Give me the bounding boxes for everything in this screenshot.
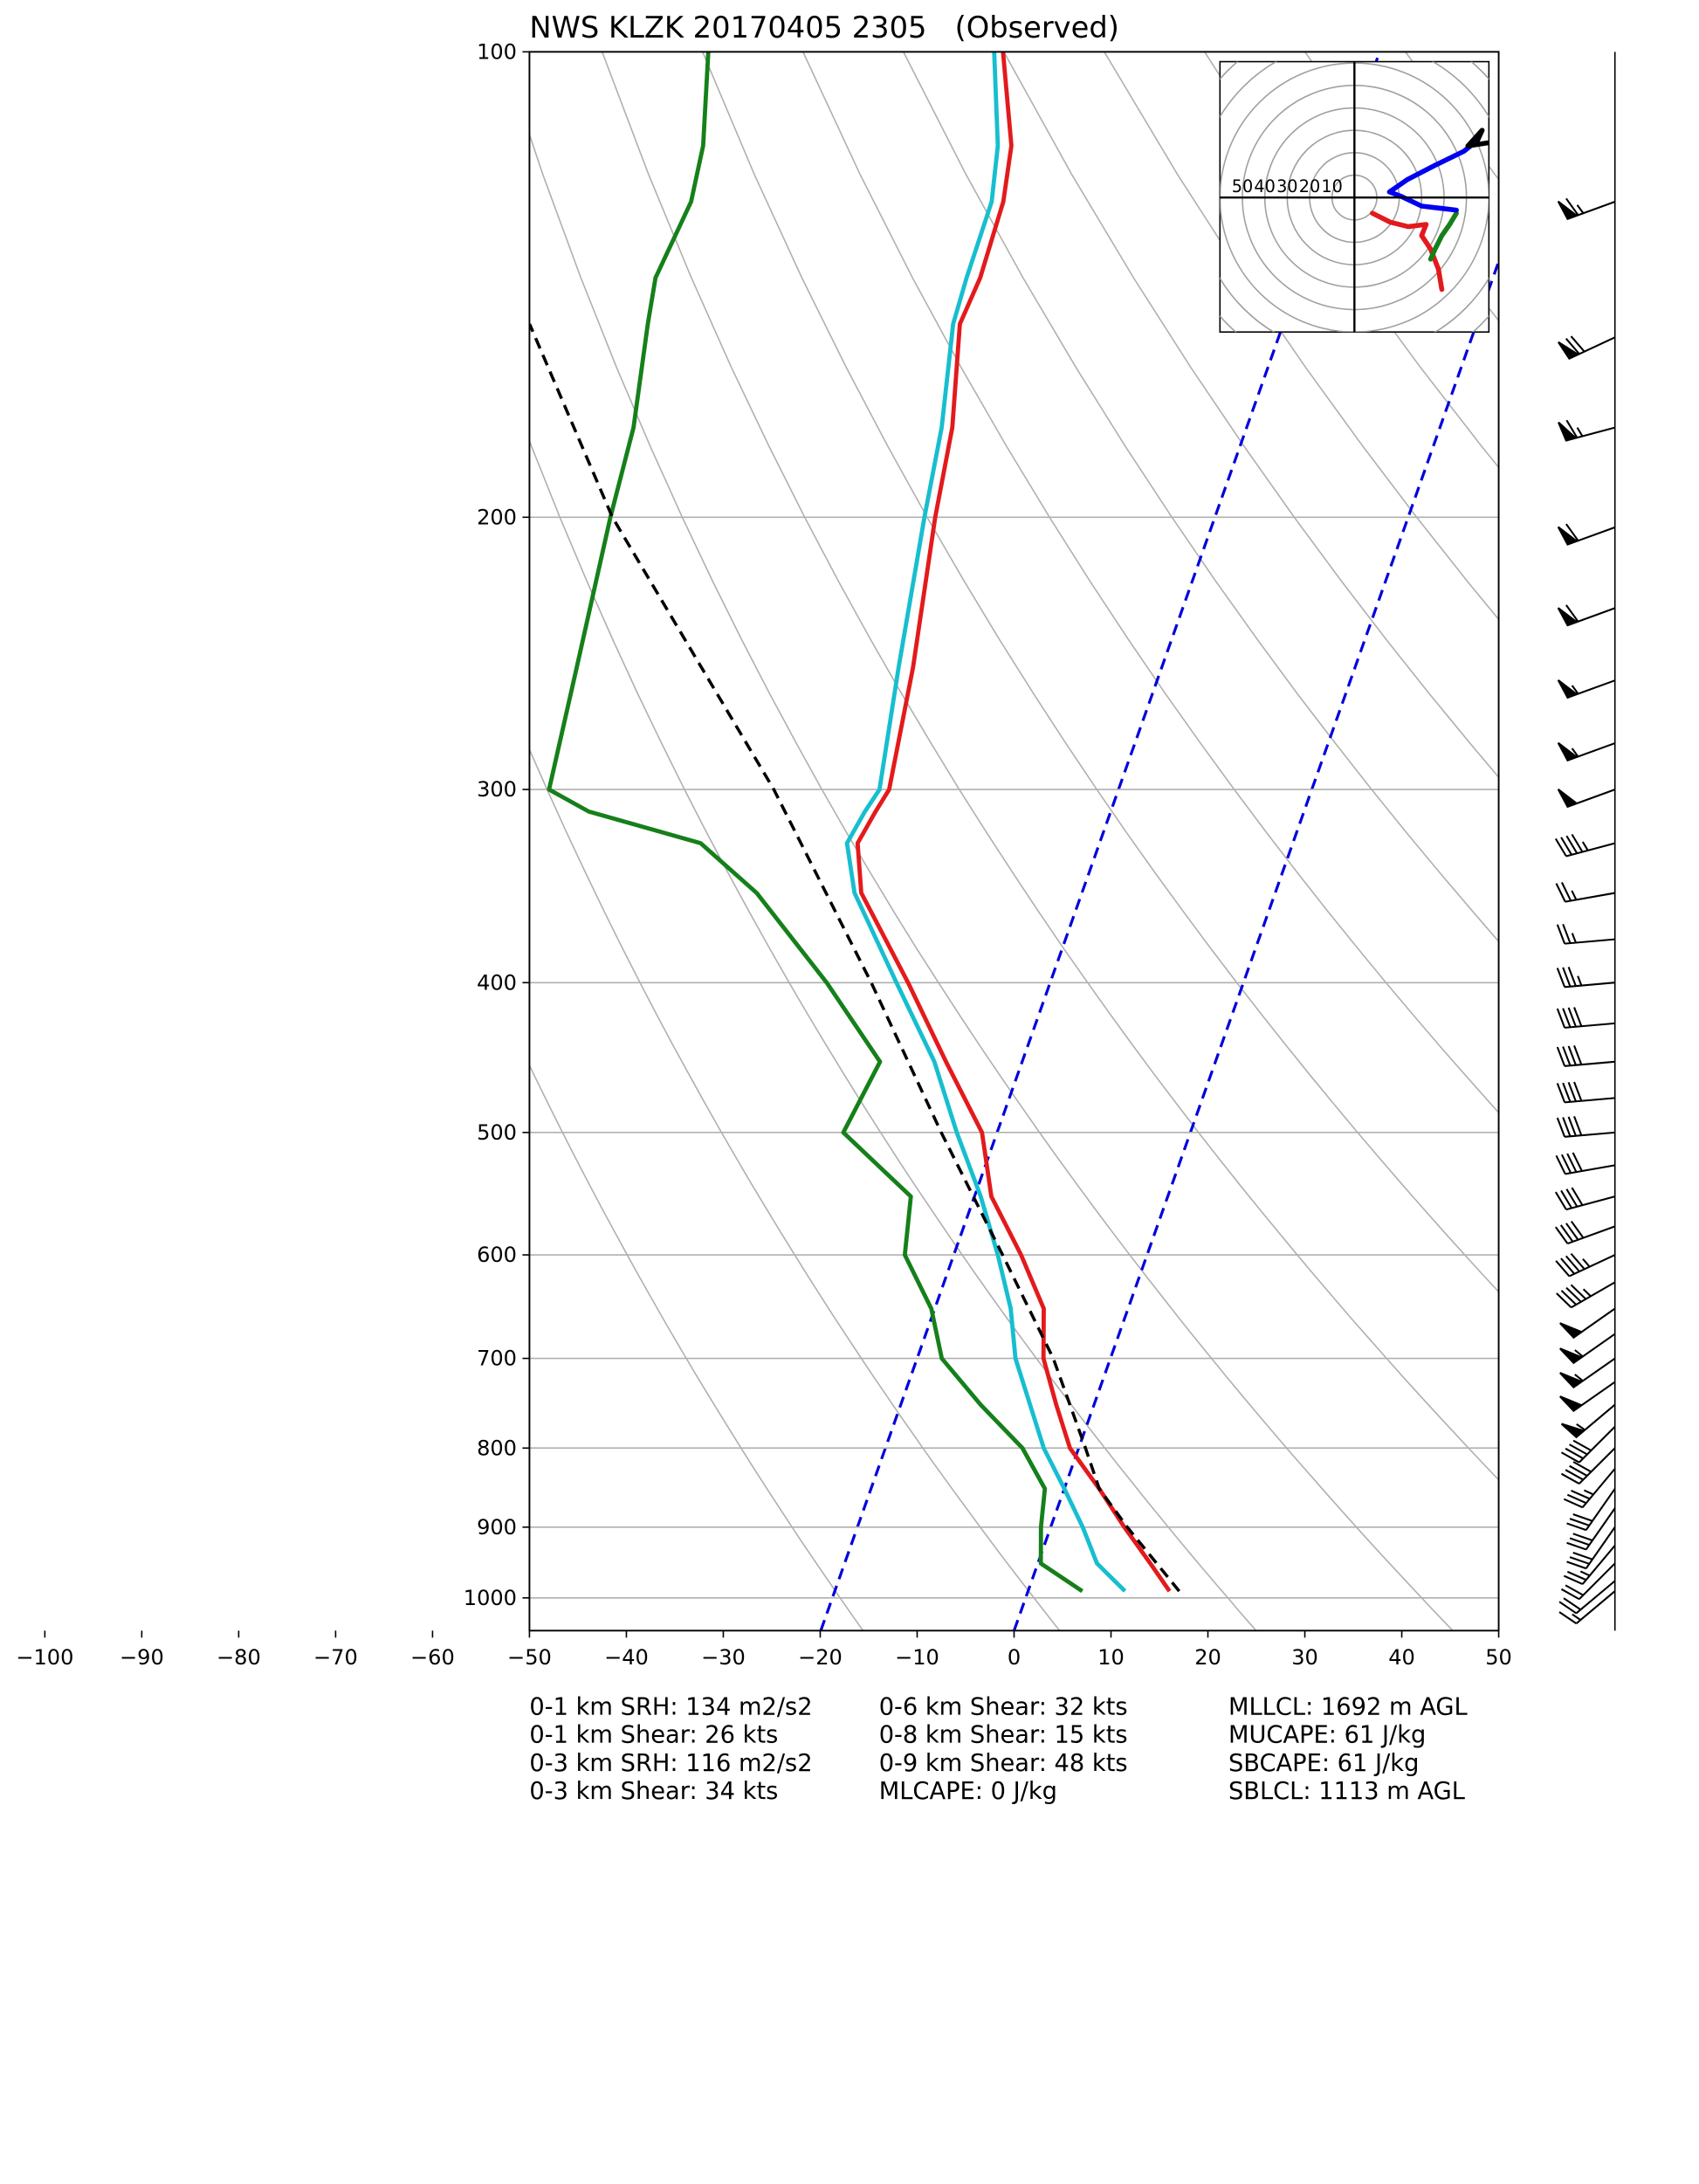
- wind-barb: [1556, 1007, 1615, 1029]
- stat-text: 0-3 km Shear: 34 kts: [529, 1778, 778, 1805]
- x-tick-label: −90: [120, 1645, 164, 1670]
- y-tick-label: 800: [477, 1436, 517, 1460]
- wind-barb: [1557, 741, 1616, 762]
- wind-barb: [1554, 1187, 1615, 1211]
- stat-text: 0-1 km Shear: 26 kts: [529, 1722, 778, 1749]
- stat-text: SBCAPE: 61 J/kg: [1228, 1750, 1419, 1777]
- wind-barb: [1557, 788, 1616, 809]
- profile-line: [844, 52, 1127, 1593]
- plot-area: [529, 52, 1499, 1631]
- y-tick-label: 900: [477, 1515, 517, 1540]
- x-tick-label: −20: [798, 1645, 843, 1670]
- stat-text: 0-8 km Shear: 15 kts: [879, 1722, 1128, 1749]
- wind-barb: [1556, 1045, 1615, 1067]
- wind-barb: [1559, 1307, 1616, 1340]
- wind-barb: [1566, 1526, 1616, 1570]
- dry-adiabat: [701, 52, 1499, 1293]
- hodograph-line: [1386, 137, 1481, 213]
- wind-barb: [1557, 197, 1616, 221]
- hodograph-line: [1370, 210, 1445, 293]
- wind-barb: [1559, 1333, 1616, 1365]
- dry-adiabat: [1003, 52, 1499, 779]
- chart-title: NWS KLZK 20170405 2305 (Observed): [529, 10, 1118, 45]
- x-tick-label: 0: [1008, 1645, 1021, 1670]
- x-tick-label: 20: [1194, 1645, 1221, 1670]
- dry-adiabat: [601, 52, 1499, 1481]
- wind-barb: [1560, 1447, 1616, 1485]
- x-tick-label: −40: [604, 1645, 649, 1670]
- wind-barb: [1556, 1116, 1615, 1138]
- ring-label: 50: [1232, 176, 1254, 196]
- wind-barb: [1566, 1488, 1616, 1532]
- wind-barb: [1566, 1507, 1616, 1551]
- x-tick-label: −10: [895, 1645, 939, 1670]
- ring-label: 20: [1299, 176, 1321, 196]
- x-tick-label: −80: [217, 1645, 261, 1670]
- x-tick-label: −70: [313, 1645, 358, 1670]
- x-tick-label: −60: [410, 1645, 455, 1670]
- wind-barb: [1555, 1220, 1616, 1245]
- stat-text: MUCAPE: 61 J/kg: [1228, 1722, 1426, 1749]
- dry-adiabat: [802, 52, 1499, 1114]
- wind-barb: [1560, 1426, 1616, 1464]
- stat-text: MLLCL: 1692 m AGL: [1228, 1694, 1469, 1721]
- wind-barb: [1555, 1152, 1615, 1175]
- profile-line: [855, 52, 1172, 1593]
- wind-barb: [1556, 967, 1615, 989]
- x-tick-label: −30: [701, 1645, 746, 1670]
- wind-barb: [1557, 679, 1616, 699]
- x-tick-label: 30: [1291, 1645, 1318, 1670]
- wind-barb: [1559, 1357, 1616, 1389]
- profile-line: [547, 52, 1083, 1594]
- y-tick-label: 700: [477, 1347, 517, 1371]
- wind-barb: [1563, 1468, 1616, 1509]
- profile-line: [529, 323, 1181, 1593]
- y-tick-label: 600: [477, 1243, 517, 1267]
- ring-label: 40: [1254, 176, 1276, 196]
- dry-adiabat: [903, 52, 1499, 943]
- wind-barb: [1557, 523, 1616, 546]
- wind-barb: [1558, 419, 1615, 442]
- x-tick-label: 10: [1097, 1645, 1125, 1670]
- wind-barb: [1555, 1252, 1616, 1278]
- x-tick-label: −50: [507, 1645, 552, 1670]
- x-tick-label: 40: [1388, 1645, 1415, 1670]
- y-tick-label: 1000: [464, 1586, 517, 1610]
- stat-text: 0-1 km SRH: 134 m2/s2: [529, 1694, 812, 1721]
- hodograph-line: [1465, 127, 1489, 148]
- stat-text: MLCAPE: 0 J/kg: [879, 1778, 1057, 1805]
- wind-barb: [1560, 1562, 1616, 1601]
- wind-barb: [1559, 1381, 1616, 1412]
- y-tick-label: 300: [477, 777, 517, 802]
- x-tick-label: 50: [1485, 1645, 1512, 1670]
- wind-barb: [1558, 335, 1616, 361]
- y-tick-label: 200: [477, 505, 517, 529]
- x-tick-label: −100: [16, 1645, 73, 1670]
- isotherm: [819, 52, 1381, 1631]
- wind-barb: [1560, 1403, 1616, 1439]
- stat-text: 0-6 km Shear: 32 kts: [879, 1694, 1128, 1721]
- wind-barb: [1556, 1281, 1616, 1309]
- stat-text: 0-3 km SRH: 116 m2/s2: [529, 1750, 812, 1777]
- wind-barb: [1558, 1590, 1616, 1625]
- y-tick-label: 500: [477, 1120, 517, 1145]
- isotherm: [1012, 257, 1499, 1631]
- wind-barb: [1555, 882, 1615, 903]
- stat-text: 0-9 km Shear: 48 kts: [879, 1750, 1128, 1777]
- wind-barb: [1557, 604, 1616, 627]
- wind-barb: [1554, 833, 1615, 858]
- wind-barb: [1556, 923, 1615, 945]
- stat-text: SBLCL: 1113 m AGL: [1228, 1778, 1466, 1805]
- ring-label: 10: [1321, 176, 1343, 196]
- wind-barb: [1558, 1580, 1616, 1615]
- wind-barb: [1563, 1545, 1616, 1586]
- ring-label: 30: [1276, 176, 1298, 196]
- hodograph-line: [1427, 210, 1459, 262]
- y-tick-label: 100: [477, 39, 517, 64]
- wind-barb: [1556, 1081, 1615, 1104]
- y-tick-label: 400: [477, 970, 517, 995]
- hodograph: [1219, 60, 1490, 334]
